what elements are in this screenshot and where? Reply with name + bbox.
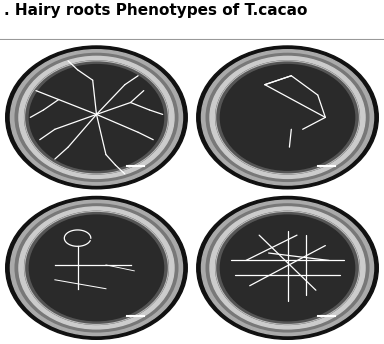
Circle shape (19, 56, 174, 179)
Circle shape (19, 207, 174, 329)
Circle shape (210, 56, 365, 179)
Circle shape (10, 50, 182, 185)
Circle shape (25, 61, 168, 174)
Text: C: C (10, 200, 18, 209)
Text: D: D (200, 200, 210, 209)
Circle shape (6, 46, 187, 189)
Circle shape (15, 204, 178, 332)
Circle shape (29, 215, 164, 321)
Circle shape (206, 204, 369, 332)
Circle shape (197, 196, 378, 339)
Circle shape (197, 46, 378, 189)
Circle shape (6, 196, 187, 339)
Circle shape (29, 65, 164, 170)
Text: A: A (10, 49, 18, 59)
Circle shape (206, 53, 369, 181)
Circle shape (210, 207, 365, 329)
Circle shape (10, 200, 182, 336)
Circle shape (202, 50, 374, 185)
Circle shape (25, 211, 168, 324)
Circle shape (15, 53, 178, 181)
Circle shape (202, 200, 374, 336)
Circle shape (220, 65, 355, 170)
Text: B: B (200, 49, 209, 59)
Circle shape (216, 61, 359, 174)
Text: . Hairy roots Phenotypes of T.cacao: . Hairy roots Phenotypes of T.cacao (4, 3, 307, 18)
Circle shape (216, 211, 359, 324)
Circle shape (220, 215, 355, 321)
